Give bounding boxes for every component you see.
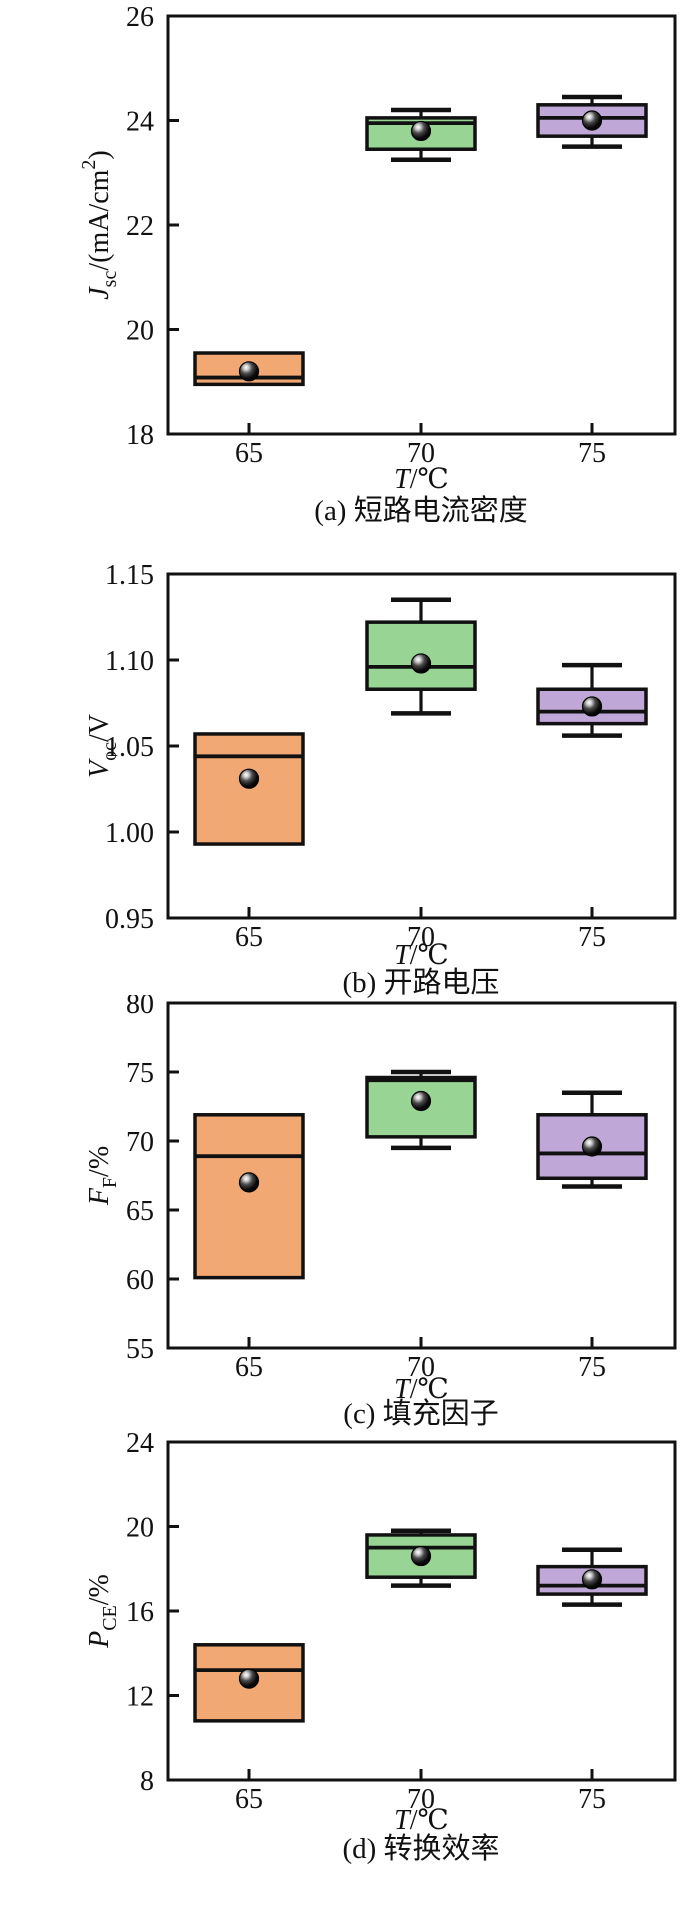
box-75 — [536, 1564, 648, 1596]
panel-b-caption: (b) 开路电压 — [342, 967, 500, 999]
x-tick-label: 75 — [578, 922, 606, 953]
y-axis-label: Jsc/(mA/cm2) — [78, 150, 121, 300]
y-tick-label: 1.00 — [105, 818, 154, 849]
y-axis-label: FF/% — [84, 1146, 121, 1206]
y-tick-label: 1.15 — [105, 560, 154, 591]
mean-marker-70 — [410, 653, 432, 674]
x-axis-label: T/℃ — [394, 1374, 449, 1405]
mean-marker-65 — [238, 1668, 260, 1689]
mean-marker-70 — [410, 1090, 432, 1112]
x-tick-label: 65 — [235, 438, 263, 469]
boxplot-d-svg: 8 12 16 20 24 65 70 75 T/℃ PCE/% — [84, 1428, 677, 1836]
x-tick-label: 70 — [407, 1352, 435, 1383]
y-tick-label: 55 — [126, 1334, 154, 1365]
x-tick-label: 70 — [407, 1784, 435, 1815]
mean-marker-65 — [238, 768, 260, 789]
panel-a-jsc-boxplot: 18 20 22 24 26 65 70 75 T/℃ Jsc/(mA/cm2) (a) 短路电流… — [0, 0, 700, 540]
y-tick-label: 12 — [126, 1682, 154, 1713]
y-tick-label: 22 — [126, 211, 154, 242]
y-tick-label: 24 — [126, 107, 154, 138]
mean-marker-75 — [581, 1136, 603, 1157]
y-axis-label: PCE/% — [84, 1574, 121, 1649]
x-tick-label: 70 — [407, 438, 435, 469]
plot-frame — [166, 572, 677, 920]
y-tick-label: 60 — [126, 1265, 154, 1296]
y-tick-label: 1.10 — [105, 646, 154, 677]
mean-marker-65 — [238, 361, 260, 382]
panel-c-caption: (c) 填充因子 — [343, 1398, 499, 1430]
x-tick-label: 65 — [235, 1352, 263, 1383]
mean-marker-70 — [410, 120, 432, 142]
y-tick-label: 20 — [126, 316, 154, 347]
mean-marker-70 — [410, 1545, 432, 1567]
boxplot-a-svg: 18 20 22 24 26 65 70 75 T/℃ Jsc/(mA/cm2) — [78, 2, 677, 495]
y-tick-label: 75 — [126, 1058, 154, 1089]
y-tick-label: 0.95 — [105, 904, 154, 935]
panel-d-pce-boxplot: 8 12 16 20 24 65 70 75 T/℃ PCE/% (d) 转换效率 — [0, 1428, 700, 1932]
y-tick-label: 8 — [140, 1766, 154, 1797]
x-axis-label: T/℃ — [394, 464, 449, 495]
box-65 — [193, 732, 305, 846]
panel-c-ff-boxplot: 55 60 65 70 75 80 65 70 75 T/℃ FF/% (c) 填充因子 — [0, 995, 700, 1430]
x-axis-label: T/℃ — [394, 940, 449, 971]
x-tick-label: 70 — [407, 922, 435, 953]
x-tick-label: 65 — [235, 1784, 263, 1815]
y-tick-label: 26 — [126, 2, 154, 33]
mean-marker-65 — [238, 1172, 260, 1193]
panel-a-caption: (a) 短路电流密度 — [314, 495, 528, 527]
mean-marker-75 — [581, 110, 603, 131]
box-65 — [193, 1113, 305, 1280]
y-tick-label: 24 — [126, 1428, 154, 1459]
plot-frame — [166, 14, 677, 436]
plot-frame — [166, 1440, 677, 1782]
y-tick-label: 20 — [126, 1513, 154, 1544]
y-tick-label: 80 — [126, 995, 154, 1020]
panel-b-voc-boxplot: 0.95 1.00 1.05 1.10 1.15 65 70 75 T/℃ Voc/V (b) 开… — [0, 540, 700, 999]
mean-marker-75 — [581, 696, 603, 717]
y-tick-label: 18 — [126, 420, 154, 451]
y-tick-label: 16 — [126, 1597, 154, 1628]
y-tick-label: 70 — [126, 1127, 154, 1158]
x-axis-label: T/℃ — [394, 1805, 449, 1836]
y-axis-label: Voc/V — [84, 714, 121, 778]
mean-marker-75 — [581, 1569, 603, 1590]
x-tick-label: 75 — [578, 1352, 606, 1383]
x-tick-label: 75 — [578, 438, 606, 469]
y-tick-label: 65 — [126, 1196, 154, 1227]
x-tick-label: 75 — [578, 1784, 606, 1815]
panel-d-caption: (d) 转换效率 — [342, 1833, 500, 1865]
plot-frame — [166, 1001, 677, 1350]
x-tick-label: 65 — [235, 922, 263, 953]
boxplot-c-svg: 55 60 65 70 75 80 65 70 75 T/℃ FF/% — [84, 995, 677, 1405]
y-tick-label: 1.05 — [105, 732, 154, 763]
boxplot-b-svg: 0.95 1.00 1.05 1.10 1.15 65 70 75 T/℃ Voc/V — [84, 560, 677, 971]
